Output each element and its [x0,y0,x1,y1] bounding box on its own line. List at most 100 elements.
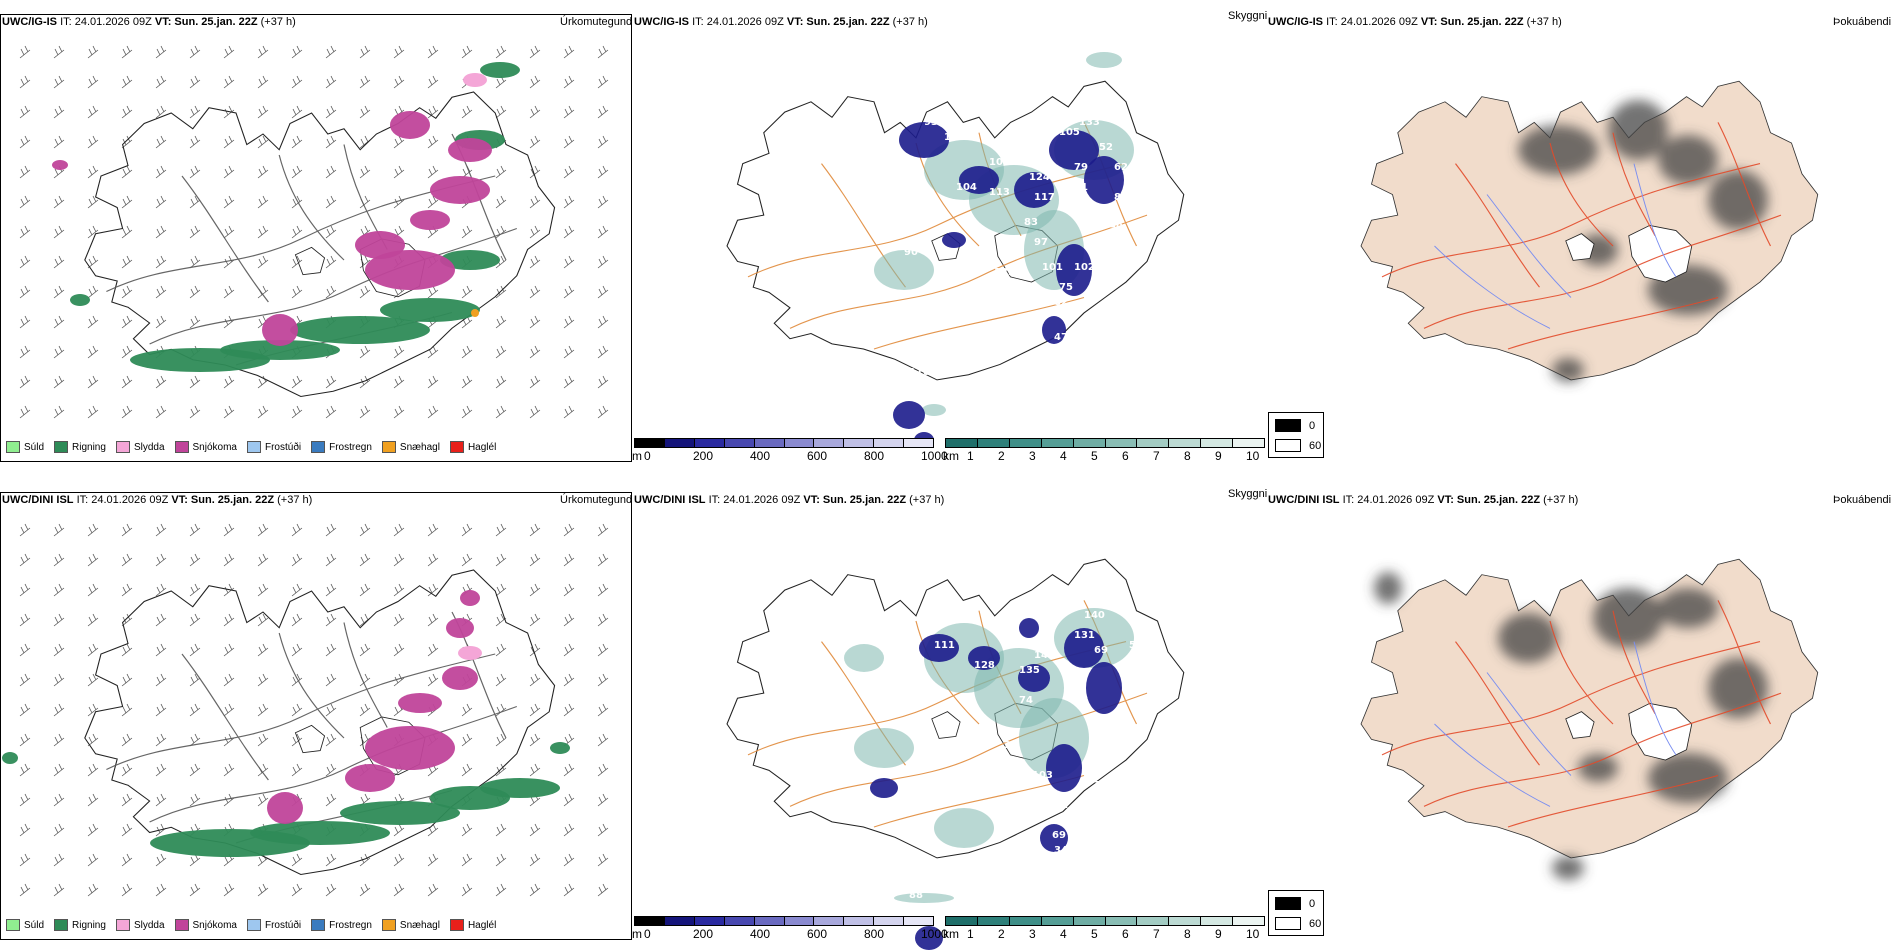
visibility-tick: 7 [1153,927,1160,941]
visibility-colorbar: km 1 2 3 4 5 6 7 8 9 10 [943,916,1265,946]
visibility-tick: 8 [1184,449,1191,463]
visibility-tick: 9 [1215,449,1222,463]
cloud-base-value: 86 [1114,770,1128,781]
cloud-base-value: 62 [1114,162,1128,173]
precip-swatch [311,919,326,931]
cloud-base-value: 135 [1019,665,1040,676]
precip-swatch [6,441,20,453]
precip-legend-item: Frostúði [246,919,301,931]
issue-time: IT: 24.01.2026 09Z [692,16,784,28]
cloud-base-value: 140 [1034,650,1055,661]
precip-swatch [381,441,396,453]
snow-areas [267,590,480,824]
precip-swatch [115,919,130,931]
panel-title-fog: Þokuábendi [1833,494,1892,506]
visibility-tick: 3 [1029,449,1036,463]
sleet-area [463,73,487,87]
fog-map [1360,80,1819,382]
precip-legend-item: Snjókoma [174,919,237,931]
visibility-tick: 1 [967,449,974,463]
precip-legend-item: Snæhagl [381,919,440,931]
precip-legend-item: Snæhagl [381,441,440,453]
model-name: UWC/DINI ISL [2,494,74,506]
cloud-base-tick: 800 [864,927,885,941]
cloud-base-value: 82 [1054,297,1068,308]
precip-swatch [246,919,261,931]
cloud-base-value: 131 [1074,630,1095,641]
cloud-base-value: 117 [1034,192,1055,203]
issue-time: IT: 24.01.2026 09Z [1342,494,1435,506]
fog-index-field [1518,100,1768,382]
precip-swatch [311,441,326,453]
precip-legend: Súld Rigning Slydda Snjókoma Frostúði Fr… [0,436,496,458]
precip-legend-item: Snjókoma [174,441,237,453]
visibility-tick: 10 [1246,449,1260,463]
visibility-tick: 4 [1060,449,1067,463]
cloud-base-value: 113 [989,187,1010,198]
precip-swatch [246,441,261,453]
precip-legend-label: Snæhagl [399,441,440,453]
land-area [1360,80,1819,381]
cloud-base-value: 104 [956,182,977,193]
cloud-base-value: 88 [1089,207,1103,218]
cloud-base-colorbar: m 0 200 400 600 800 1000 [632,916,948,946]
rain-areas [2,742,570,857]
precip-legend-label: Haglél [467,441,497,453]
snow-areas [52,111,492,346]
model-name: UWC/IG-IS [634,16,689,28]
cloud-base-tick: 400 [750,927,771,941]
panel-header: UWC/IG-IS IT: 24.01.2026 09Z VT: Sun. 25… [634,16,928,28]
visibility-tick: 2 [998,927,1005,941]
cloud-base-tick: 800 [864,449,885,463]
precip-legend-item: Slydda [115,919,165,931]
cloud-base-value: 79 [1074,162,1088,173]
valid-time-label: VT: [171,494,188,506]
visibility-tick: 5 [1091,927,1098,941]
cloud-base-unit: m [632,449,642,463]
coastline [726,558,1185,859]
cloud-base-value: 31 [919,392,933,403]
valid-time: Sun. 25.jan. 22Z [1456,494,1541,506]
fog-index-field [1374,572,1768,880]
visibility-tick: 6 [1122,449,1129,463]
visibility-tick: 8 [1184,927,1191,941]
cloud-base-value: 105 [1059,127,1080,138]
cloud-base-tick: 0 [644,927,651,941]
cloud-base-value: 139 [994,267,1015,278]
cloud-base-value: 90 [1109,222,1123,233]
snow-pellet-area [471,309,479,317]
cloud-base-unit: m [632,927,642,941]
cloud-base-value: 116 [909,367,930,378]
precip-legend-item: Slydda [115,441,165,453]
precip-legend-item: Rigning [54,441,106,453]
precip-legend-item: Haglél [449,919,496,931]
precip-map [19,45,609,419]
cloud-base-value: 41 [1074,690,1088,701]
visibility-unit: km [943,927,959,941]
cloud-base-value: 55 [1129,640,1143,651]
cloud-base-value: 102 [989,157,1010,168]
cloud-base-value: 12 [1114,810,1128,821]
cloud-base-value: 139 [1044,855,1065,866]
cloud-base-value: 74 [1019,695,1033,706]
fog-legend-min: 0 [1309,897,1316,910]
cloud-base-value: 83 [1024,217,1038,228]
fog-legend-max: 60 [1309,917,1322,930]
panel-header: UWC/IG-IS IT: 24.01.2026 09Z VT: Sun. 25… [2,16,296,28]
visibility-tick: 6 [1122,927,1129,941]
cloud-base-value: 21 [1074,182,1088,193]
panel-title-precip: Úrkomutegund [560,494,633,506]
issue-time: IT: 24.01.2026 09Z [60,16,152,28]
precip-legend-item: Frostregn [311,441,372,453]
precip-legend-label: Frostúði [264,441,302,453]
precip-legend-label: Slydda [133,441,165,453]
precip-type-panel [0,492,632,940]
precip-legend-item: Haglél [449,441,497,453]
cloud-base-tick: 400 [750,449,771,463]
cloud-base-value: 102 [1074,262,1095,273]
panel-title-precip: Úrkomutegund [560,16,633,28]
cloud-base-value: 65 [1114,740,1128,751]
cloud-base-value: 69 [1094,645,1108,656]
cloud-base-value: 97 [1034,237,1048,248]
